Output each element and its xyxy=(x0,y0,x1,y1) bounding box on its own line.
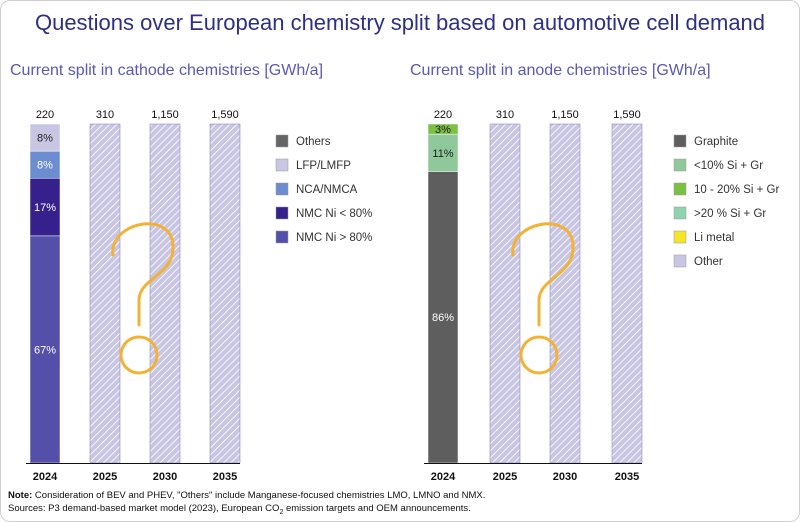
footer-sources: Sources: P3 demand-based market model (2… xyxy=(8,502,485,519)
anode-legend-swatch xyxy=(673,158,687,172)
cathode-subtitle: Current split in cathode chemistries [GW… xyxy=(10,62,324,79)
anode-segment-label: 11% xyxy=(432,148,453,160)
cathode-legend-label: Others xyxy=(296,136,331,148)
cathode-bar-unknown xyxy=(209,123,241,464)
cathode-category-label: 2035 xyxy=(213,471,237,483)
cathode-bar-unknown xyxy=(89,123,121,464)
cathode-category-label: 2030 xyxy=(153,471,177,483)
cathode-legend-swatch xyxy=(275,182,289,196)
cathode-bar-segment xyxy=(29,150,61,179)
cathode-bar-segment xyxy=(29,235,61,464)
anode-legend-swatch xyxy=(673,206,687,220)
anode-legend-label: Li metal xyxy=(694,232,734,244)
anode-category-label: 2024 xyxy=(431,471,456,483)
cathode-total-label: 220 xyxy=(36,109,54,121)
question-mark-icon xyxy=(511,222,575,375)
cathode-category-label: 2025 xyxy=(93,471,117,483)
anode-bar-segment xyxy=(427,123,459,135)
footer-note-label: Note: xyxy=(8,490,33,501)
anode-legend-swatch xyxy=(673,134,687,148)
cathode-legend-label: NMC Ni > 80% xyxy=(296,232,372,244)
anode-segment-label: 3% xyxy=(435,124,451,136)
cathode-bar-segment xyxy=(29,123,61,152)
footer-sources-sub: 2 xyxy=(279,508,284,516)
footer-note-text: Consideration of BEV and PHEV, "Others" … xyxy=(32,490,486,501)
anode-legend-label: >20 % Si + Gr xyxy=(694,208,766,220)
cathode-total-label: 1,150 xyxy=(151,109,179,121)
anode-legend-label: <10% Si + Gr xyxy=(694,160,763,172)
anode-legend-label: Other xyxy=(694,256,723,268)
footer-sources-after: emission targets and OEM announcements. xyxy=(283,503,471,514)
cathode-chart: 220 2024 67% 17% 8% 8% 310 2025 1,150 2030 1,590 20… xyxy=(26,109,372,483)
cathode-category-label: 2024 xyxy=(33,471,58,483)
anode-bar-unknown xyxy=(549,123,581,464)
footer: Note: Consideration of BEV and PHEV, "Ot… xyxy=(8,489,485,519)
anode-subtitle: Current split in anode chemistries [GWh/… xyxy=(410,62,711,79)
anode-category-label: 2025 xyxy=(493,471,517,483)
anode-total-label: 1,150 xyxy=(551,109,579,121)
anode-bar-segment xyxy=(427,133,459,172)
cathode-legend-label: LFP/LMFP xyxy=(296,160,351,172)
anode-legend-label: Graphite xyxy=(694,136,738,148)
cathode-legend-swatch xyxy=(275,158,289,172)
cathode-segment-label: 8% xyxy=(37,160,53,172)
anode-bar-unknown xyxy=(489,123,521,464)
anode-total-label: 1,590 xyxy=(613,109,641,121)
cathode-segment-label: 8% xyxy=(37,133,53,145)
anode-legend-swatch xyxy=(673,182,687,196)
anode-legend-swatch xyxy=(673,254,687,268)
anode-bar-unknown xyxy=(611,123,643,464)
cathode-total-label: 1,590 xyxy=(211,109,239,121)
cathode-segment-label: 67% xyxy=(34,344,56,356)
cathode-total-label: 310 xyxy=(96,109,114,121)
footer-note: Note: Consideration of BEV and PHEV, "Ot… xyxy=(8,489,485,502)
cathode-legend-swatch xyxy=(275,206,289,220)
anode-bar-segment xyxy=(427,171,459,464)
cathode-segment-label: 17% xyxy=(34,202,56,214)
cathode-bar-segment xyxy=(29,177,61,237)
footer-sources-before: Sources: P3 demand-based market model (2… xyxy=(8,503,280,514)
anode-category-label: 2030 xyxy=(553,471,577,483)
slide-title: Questions over European chemistry split … xyxy=(34,10,766,35)
anode-legend-label: 10 - 20% Si + Gr xyxy=(694,184,779,196)
anode-total-label: 220 xyxy=(434,109,452,121)
anode-segment-label: 86% xyxy=(432,312,454,324)
cathode-legend-swatch xyxy=(275,230,289,244)
anode-chart: 220 2024 86% 11% 3% 310 2025 1,150 2030 1,590 2035… xyxy=(424,109,779,483)
cathode-bar-unknown xyxy=(149,123,181,464)
anode-total-label: 310 xyxy=(496,109,514,121)
cathode-legend-swatch xyxy=(275,134,289,148)
question-mark-icon xyxy=(111,222,175,375)
cathode-legend-label: NCA/NMCA xyxy=(296,184,358,196)
anode-legend-swatch xyxy=(673,230,687,244)
anode-category-label: 2035 xyxy=(615,471,639,483)
cathode-legend-label: NMC Ni < 80% xyxy=(296,208,372,220)
